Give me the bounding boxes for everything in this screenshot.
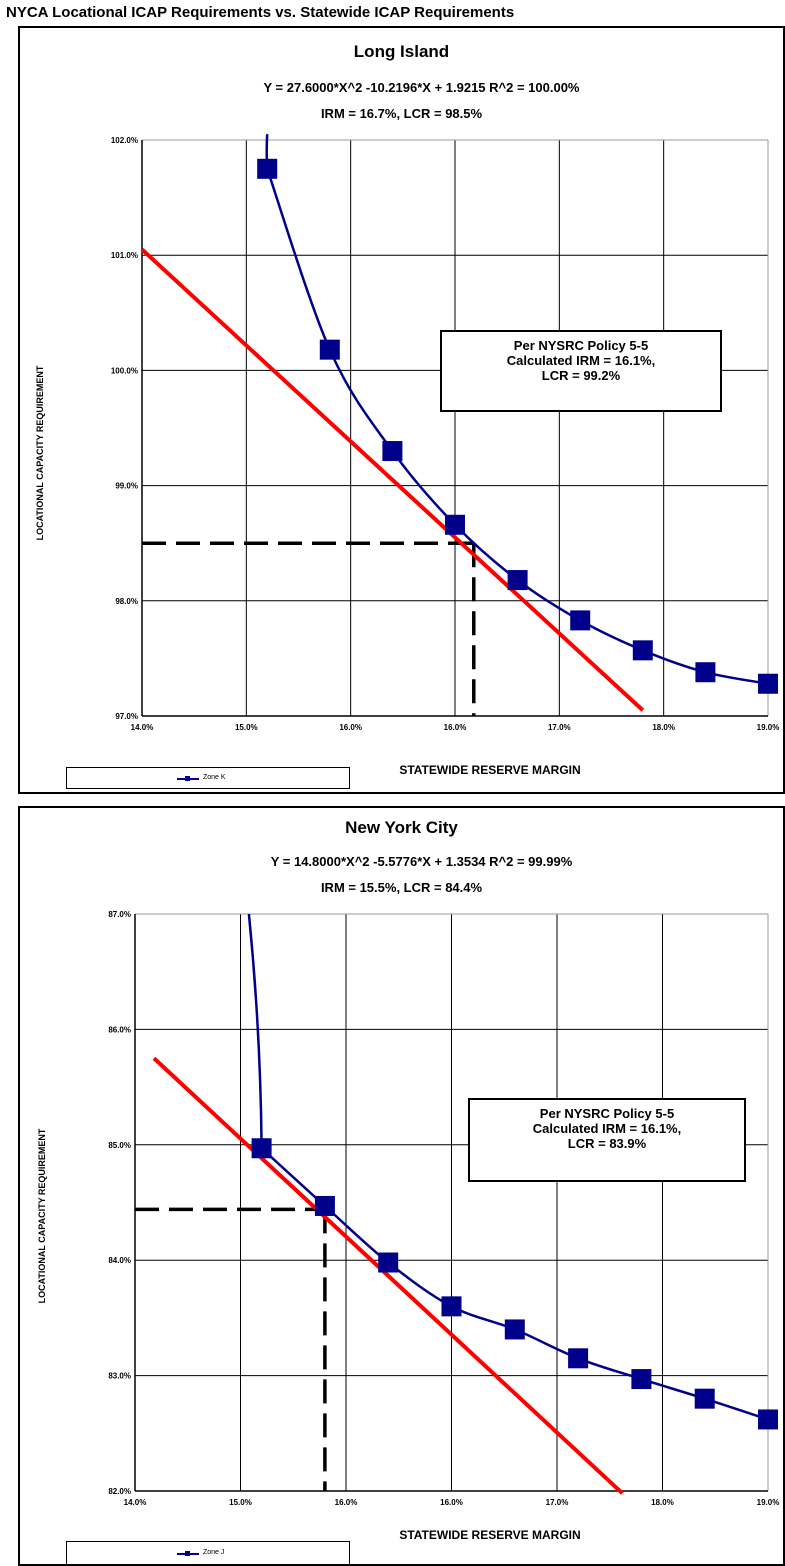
y-tick-label: 84.0% [108,1256,131,1265]
data-point [319,339,340,360]
plot-svg: 14.0% 15.0% 16.0% 16.0% 17.0% 18.0% 19.0% 82.0%… [108,910,780,1507]
y-axis-label: LOCATIONAL CAPACITY REQUIREMENT [37,1128,47,1304]
data-point [314,1195,335,1216]
legend-label: Zone K [203,774,226,781]
x-tick-label: 19.0% [757,723,780,732]
chart-irm-lcr: IRM = 15.5%, LCR = 84.4% [320,880,483,895]
y-tick-label: 82.0% [108,1487,131,1496]
data-point [694,1388,715,1409]
chart-equation: Y = 14.8000*X^2 -5.5776*X + 1.3534 R^2 =… [270,854,573,869]
x-tick-label: 16.0% [339,723,362,732]
x-tick-label: 14.0% [124,1498,147,1507]
data-point [382,441,403,462]
x-tick-label: 15.0% [229,1498,252,1507]
data-point [504,1319,525,1340]
data-point [441,1296,462,1317]
chart-panel-long-island: Long Island Y = 27.6000*X^2 -10.2196*X +… [18,26,785,794]
y-tick-label: 85.0% [108,1141,131,1150]
series-line [266,168,769,685]
series-line [260,1147,769,1421]
legend-label: Zone J [203,1549,225,1556]
policy-annotation: Per NYSRC Policy 5-5 Calculated IRM = 16… [440,330,722,412]
legend-marker-icon [177,1551,199,1556]
data-point [695,662,716,683]
annotation-line: LCR = 83.9% [567,1136,647,1151]
annotation-line: Calculated IRM = 16.1%, [506,353,656,368]
x-tick-label: 16.0% [440,1498,463,1507]
chart-panel-new-york-city: New York City Y = 14.8000*X^2 -5.5776*X … [18,806,785,1566]
chart-equation: Y = 27.6000*X^2 -10.2196*X + 1.9215 R^2 … [263,80,580,95]
fit-line [140,247,645,712]
y-tick-label: 97.0% [115,712,138,721]
annotation-line: Per NYSRC Policy 5-5 [539,1106,675,1121]
x-tick-label: 17.0% [548,723,571,732]
y-axis-label: LOCATIONAL CAPACITY REQUIREMENT [35,365,45,541]
x-tick-label: 17.0% [546,1498,569,1507]
x-tick-label: 14.0% [131,723,154,732]
data-point [568,1348,589,1369]
data-point [758,673,778,694]
x-tick-label: 16.0% [335,1498,358,1507]
annotation-line: Calculated IRM = 16.1%, [532,1121,682,1136]
data-point [251,1138,272,1159]
data-point [570,610,591,631]
legend-marker-icon [177,776,199,781]
data-point [758,1409,778,1430]
data-point [631,1369,652,1390]
annotation-line: LCR = 99.2% [541,368,621,383]
y-tick-label: 99.0% [115,482,138,491]
series-curve-tail [247,913,263,1149]
y-tick-label: 86.0% [108,1025,131,1034]
x-tick-label: 18.0% [652,723,675,732]
chart-irm-lcr: IRM = 16.7%, LCR = 98.5% [320,106,483,121]
data-point [507,570,528,591]
y-tick-label: 100.0% [111,366,138,375]
annotation-line: Per NYSRC Policy 5-5 [513,338,649,353]
data-point [378,1252,399,1273]
data-point [632,640,653,661]
data-point [257,158,278,179]
legend: Zone K [66,767,350,789]
page-title: NYCA Locational ICAP Requirements vs. St… [6,4,515,21]
x-tick-label: 16.0% [444,723,467,732]
x-tick-label: 19.0% [757,1498,780,1507]
chart-title: Long Island [353,42,450,61]
chart-title: New York City [345,818,458,837]
legend: Zone J [66,1541,350,1564]
y-tick-label: 98.0% [115,597,138,606]
x-tick-label: 15.0% [235,723,258,732]
data-point [445,514,465,535]
y-tick-label: 101.0% [111,251,138,260]
x-axis-label: STATEWIDE RESERVE MARGIN [399,1528,581,1542]
y-tick-label: 102.0% [111,136,138,145]
y-tick-label: 87.0% [108,910,131,919]
policy-annotation: Per NYSRC Policy 5-5 Calculated IRM = 16… [468,1098,746,1182]
fit-line [152,1056,624,1495]
y-tick-label: 83.0% [108,1372,131,1381]
x-tick-label: 18.0% [651,1498,674,1507]
x-axis-label: STATEWIDE RESERVE MARGIN [399,763,581,777]
